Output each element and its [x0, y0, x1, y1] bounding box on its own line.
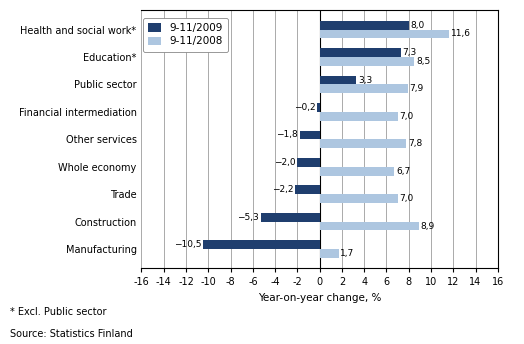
Text: 11,6: 11,6	[451, 30, 471, 39]
Bar	[320, 76, 356, 84]
Bar	[320, 139, 407, 148]
Bar	[320, 112, 398, 121]
Text: −2,0: −2,0	[274, 158, 296, 167]
Text: 7,8: 7,8	[408, 139, 422, 148]
Bar	[295, 185, 320, 194]
Bar	[320, 21, 409, 30]
Text: 8,0: 8,0	[410, 21, 424, 30]
Bar	[320, 84, 408, 93]
Text: −0,2: −0,2	[294, 103, 316, 112]
X-axis label: Year-on-year change, %: Year-on-year change, %	[258, 293, 381, 303]
Text: 3,3: 3,3	[358, 76, 373, 85]
Text: 7,3: 7,3	[402, 48, 417, 57]
Bar	[298, 158, 320, 167]
Bar	[320, 48, 401, 57]
Bar	[320, 30, 449, 38]
Text: Source: Statistics Finland: Source: Statistics Finland	[10, 329, 133, 339]
Text: −10,5: −10,5	[173, 240, 201, 249]
Bar	[260, 213, 320, 222]
Text: −2,2: −2,2	[272, 185, 293, 194]
Text: * Excl. Public sector: * Excl. Public sector	[10, 307, 107, 317]
Bar	[203, 240, 320, 249]
Text: 8,5: 8,5	[416, 57, 430, 66]
Text: 7,9: 7,9	[409, 84, 423, 93]
Text: −5,3: −5,3	[237, 213, 259, 222]
Bar	[320, 167, 394, 175]
Bar	[320, 249, 339, 258]
Text: −1,8: −1,8	[276, 130, 298, 139]
Bar	[320, 57, 414, 66]
Text: 1,7: 1,7	[340, 249, 355, 258]
Text: 7,0: 7,0	[399, 112, 413, 121]
Text: 8,9: 8,9	[420, 222, 435, 230]
Bar	[320, 222, 419, 230]
Bar	[320, 194, 398, 203]
Text: 7,0: 7,0	[399, 194, 413, 203]
Text: 6,7: 6,7	[396, 166, 410, 176]
Bar	[318, 103, 320, 112]
Bar	[300, 130, 320, 139]
Legend: 9-11/2009, 9-11/2008: 9-11/2009, 9-11/2008	[143, 18, 228, 52]
